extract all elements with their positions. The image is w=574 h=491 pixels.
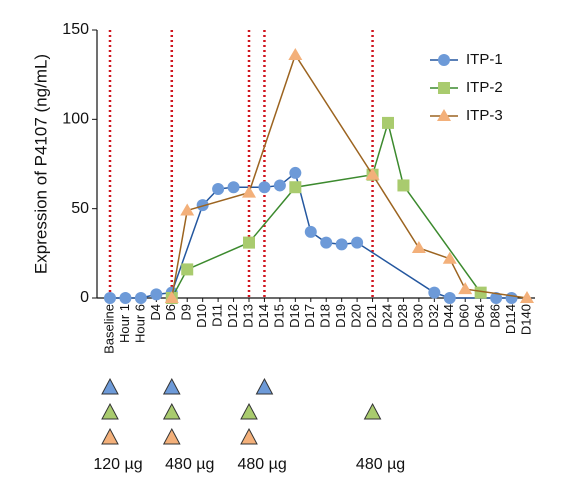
x-tick-label: D28 xyxy=(395,304,410,328)
data-point xyxy=(304,225,317,238)
x-tick-label: D11 xyxy=(210,304,225,327)
x-tick-label: D19 xyxy=(333,304,348,328)
data-point xyxy=(258,181,271,194)
x-tick-label: Baseline xyxy=(101,304,116,354)
dose-marker xyxy=(101,402,119,420)
legend-label: ITP-1 xyxy=(466,51,503,68)
x-tick-label: D13 xyxy=(240,304,255,328)
dose-marker xyxy=(162,377,181,395)
data-point xyxy=(365,167,380,180)
x-tick-label: D30 xyxy=(410,304,425,328)
y-tick-label: 100 xyxy=(62,111,89,128)
dose-label: 480 µg xyxy=(238,456,287,473)
x-tick-label: Hour 6 xyxy=(132,304,147,343)
data-point xyxy=(104,292,116,304)
data-point xyxy=(397,179,410,192)
x-tick-label: D16 xyxy=(287,304,302,328)
x-tick-label: Hour 1 xyxy=(117,304,132,343)
dose-marker xyxy=(101,427,119,445)
data-point xyxy=(289,181,302,194)
dose-label: 480 µg xyxy=(356,456,405,473)
x-tick-label: D60 xyxy=(457,304,472,328)
data-point xyxy=(164,291,179,303)
data-point xyxy=(458,282,473,295)
dose-marker xyxy=(240,427,258,445)
x-tick-label: D15 xyxy=(271,304,286,328)
y-tick-label: 0 xyxy=(80,289,89,306)
x-tick-label: D114 xyxy=(503,304,518,334)
data-point xyxy=(227,181,240,194)
x-tick-label: D20 xyxy=(349,304,364,328)
dose-marker xyxy=(162,427,181,445)
x-tick-label: D12 xyxy=(225,304,240,328)
x-tick-label: D32 xyxy=(426,304,441,328)
data-point xyxy=(320,236,333,249)
data-point xyxy=(181,263,194,276)
data-point xyxy=(196,199,209,212)
x-tick-label: D64 xyxy=(472,304,487,328)
legend-marker xyxy=(438,82,450,94)
data-point xyxy=(212,183,225,196)
data-point xyxy=(242,185,256,198)
x-tick-label: D17 xyxy=(302,304,317,328)
data-point xyxy=(119,292,132,304)
data-point xyxy=(335,238,348,251)
legend-label: ITP-2 xyxy=(466,79,503,96)
data-point xyxy=(490,292,503,304)
y-axis-label: Expression of P4107 (ng/mL) xyxy=(31,54,50,274)
dose-marker xyxy=(240,402,258,420)
data-point xyxy=(273,179,286,192)
x-tick-label: D86 xyxy=(488,304,503,328)
dose-label: 120 µg xyxy=(93,456,142,473)
x-tick-label: D24 xyxy=(379,304,394,328)
data-point xyxy=(474,286,487,299)
data-point xyxy=(351,236,364,249)
data-point xyxy=(134,292,147,304)
x-tick-label: D6 xyxy=(163,304,178,321)
dose-marker xyxy=(255,377,274,395)
x-tick-label: D140 xyxy=(518,304,533,335)
y-tick-label: 150 xyxy=(62,21,89,38)
data-point xyxy=(150,288,163,301)
x-tick-label: D14 xyxy=(256,304,271,328)
x-tick-label: D18 xyxy=(318,304,333,328)
x-tick-label: D4 xyxy=(148,304,163,321)
data-point xyxy=(382,116,394,129)
data-point xyxy=(505,292,518,304)
data-point xyxy=(411,240,426,253)
data-point xyxy=(520,291,534,303)
data-point xyxy=(289,166,302,179)
series-line xyxy=(171,120,482,299)
dose-marker xyxy=(162,402,181,420)
dose-marker xyxy=(101,377,119,395)
legend-marker xyxy=(437,109,451,121)
data-point xyxy=(428,286,441,299)
x-tick-label: D21 xyxy=(364,304,379,328)
x-tick-label: D9 xyxy=(179,304,194,321)
data-point xyxy=(442,251,457,264)
legend-label: ITP-3 xyxy=(466,107,503,124)
dose-label: 480 µg xyxy=(165,456,214,473)
x-tick-label: D10 xyxy=(194,304,209,328)
data-point xyxy=(288,48,303,61)
x-tick-label: D44 xyxy=(441,304,456,328)
data-point xyxy=(243,236,255,249)
legend-marker xyxy=(438,54,450,66)
y-tick-label: 50 xyxy=(71,200,89,217)
data-point xyxy=(180,203,195,216)
data-point xyxy=(443,292,456,304)
dose-marker xyxy=(363,402,382,420)
